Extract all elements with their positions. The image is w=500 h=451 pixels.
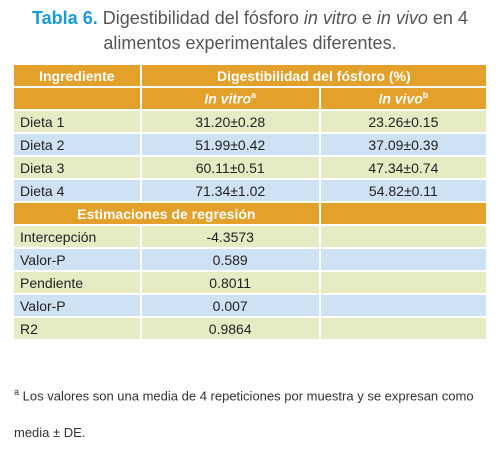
header-cell bbox=[12, 86, 142, 111]
table-row: Pendiente 0.8011 bbox=[12, 270, 489, 295]
section-cell bbox=[318, 201, 489, 226]
table-row: R2 0.9864 bbox=[12, 316, 489, 341]
section-row: Estimaciones de regresión bbox=[12, 201, 489, 226]
section-cell: Estimaciones de regresión bbox=[12, 201, 321, 226]
table-cell: Dieta 3 bbox=[12, 155, 142, 180]
title-text: alimentos experimentales diferentes. bbox=[103, 33, 397, 53]
table-row: Dieta 4 71.34±1.02 54.82±0.11 bbox=[12, 178, 489, 203]
table-cell: Valor-P bbox=[12, 293, 142, 318]
table-cell: 47.34±0.74 bbox=[318, 155, 489, 180]
table-cell: 51.99±0.42 bbox=[139, 132, 321, 157]
table-cell: R2 bbox=[12, 316, 142, 341]
table-row: Dieta 1 31.20±0.28 23.26±0.15 bbox=[12, 109, 489, 134]
footnote-text: Los valores son una media de 4 repeticio… bbox=[22, 388, 474, 404]
table: Ingrediente Digestibilidad del fósforo (… bbox=[12, 63, 489, 341]
subheader-text: In vivo bbox=[378, 90, 423, 107]
table-row: Dieta 3 60.11±0.51 47.34±0.74 bbox=[12, 155, 489, 180]
header-row: Ingrediente Digestibilidad del fósforo (… bbox=[12, 63, 489, 88]
table-row: Valor-P 0.007 bbox=[12, 293, 489, 318]
title-text: e bbox=[356, 8, 377, 28]
subheader-text: In vitro bbox=[204, 90, 252, 107]
header-cell: In vitroa bbox=[139, 86, 321, 111]
table-cell: Dieta 1 bbox=[12, 109, 142, 134]
table-cell: Pendiente bbox=[12, 270, 142, 295]
table-cell: Intercepción bbox=[12, 224, 142, 249]
superscript: a bbox=[14, 387, 20, 397]
footnote-text: media ± DE. bbox=[14, 425, 86, 441]
table-cell bbox=[318, 293, 489, 318]
table-cell: 60.11±0.51 bbox=[139, 155, 321, 180]
table-cell: 54.82±0.11 bbox=[318, 178, 489, 203]
footnote: a Los valores son una media de 4 repetic… bbox=[14, 374, 494, 451]
table-cell: 0.589 bbox=[139, 247, 321, 272]
table-cell: Dieta 4 bbox=[12, 178, 142, 203]
title: Tabla 6. Digestibilidad del fósforo in v… bbox=[0, 6, 500, 56]
table-cell: 37.09±0.39 bbox=[318, 132, 489, 157]
table-row: Intercepción -4.3573 bbox=[12, 224, 489, 249]
superscript: b bbox=[422, 90, 429, 101]
table-cell: 0.007 bbox=[139, 293, 321, 318]
table-cell bbox=[318, 316, 489, 341]
header-cell: In vivob bbox=[318, 86, 489, 111]
title-text: en 4 bbox=[427, 8, 468, 28]
subheader-row: In vitroa In vivob bbox=[12, 86, 489, 111]
header-cell: Ingrediente bbox=[12, 63, 142, 88]
title-text: in vivo bbox=[376, 8, 428, 28]
superscript: a bbox=[251, 90, 257, 101]
table-cell bbox=[318, 247, 489, 272]
title-text: Digestibilidad del fósforo bbox=[102, 8, 304, 28]
table-cell: 0.8011 bbox=[139, 270, 321, 295]
table-cell: Dieta 2 bbox=[12, 132, 142, 157]
table-cell: -4.3573 bbox=[139, 224, 321, 249]
title-label: Tabla 6. bbox=[32, 8, 98, 28]
table-row: Dieta 2 51.99±0.42 37.09±0.39 bbox=[12, 132, 489, 157]
table-cell: 0.9864 bbox=[139, 316, 321, 341]
table-cell bbox=[318, 224, 489, 249]
table-cell: 31.20±0.28 bbox=[139, 109, 321, 134]
table-cell: Valor-P bbox=[12, 247, 142, 272]
table-cell: 71.34±1.02 bbox=[139, 178, 321, 203]
header-cell: Digestibilidad del fósforo (%) bbox=[139, 63, 489, 88]
table-cell: 23.26±0.15 bbox=[318, 109, 489, 134]
title-text: in vitro bbox=[303, 8, 357, 28]
table-cell bbox=[318, 270, 489, 295]
table-row: Valor-P 0.589 bbox=[12, 247, 489, 272]
